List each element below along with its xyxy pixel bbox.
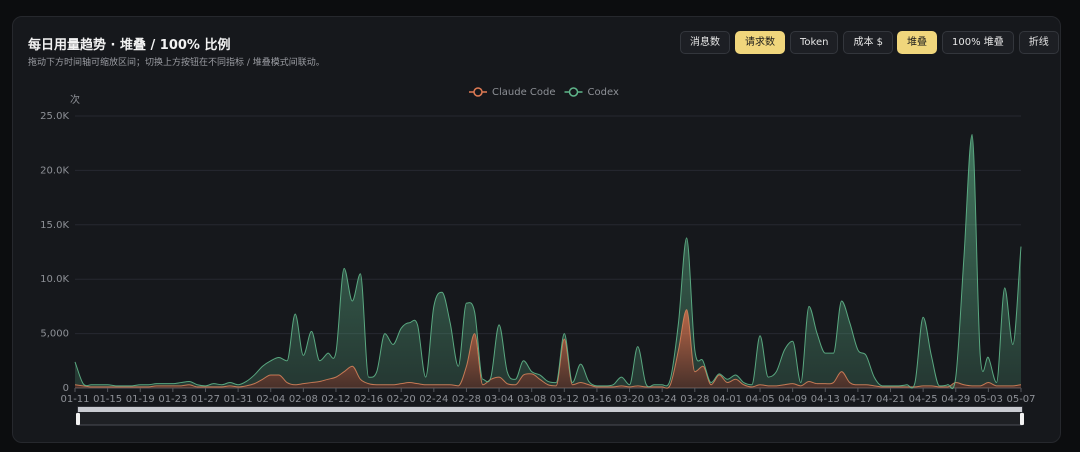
series-line (74, 309, 1022, 389)
x-tick-label: 03-16 (582, 394, 611, 405)
toggle-button[interactable]: 100% 堆叠 (942, 31, 1014, 54)
chart-title: 每日用量趋势 · 堆叠 / 100% 比例 (28, 38, 231, 53)
toggle-button[interactable]: 请求数 (735, 31, 785, 54)
x-tick-label: 03-24 (648, 394, 677, 405)
x-tick-label: 02-08 (289, 394, 318, 405)
x-tick-label: 04-09 (778, 394, 807, 405)
series-area (75, 309, 1021, 389)
series-line (74, 133, 1022, 389)
x-tick-label: 04-05 (746, 394, 775, 405)
toggle-button[interactable]: 折线 (1018, 31, 1059, 54)
metric-buttons: 消息数 请求数 Token 成本 $ (680, 31, 893, 54)
x-tick-label: 01-31 (224, 394, 253, 405)
zoom-handle[interactable] (1020, 413, 1024, 425)
x-tick-label: 01-27 (191, 394, 220, 405)
y-tick-label: 25.0K (40, 111, 69, 122)
y-tick-label: 5,000 (40, 329, 69, 340)
y-tick-label: 20.0K (40, 165, 69, 176)
x-tick-label: 03-04 (485, 394, 514, 405)
mode-buttons: 堆叠 100% 堆叠 折线 (897, 31, 1059, 54)
x-tick-label: 05-07 (1006, 394, 1035, 405)
x-tick-label: 05-03 (974, 394, 1003, 405)
toggle-button[interactable]: 堆叠 (897, 31, 937, 54)
x-tick-label: 02-28 (452, 394, 481, 405)
x-tick-label: 02-16 (354, 394, 383, 405)
toggle-button[interactable]: Token (790, 31, 839, 54)
legend-label: Codex (588, 87, 619, 98)
y-tick-label: 10.0K (40, 274, 69, 285)
x-tick-label: 02-04 (256, 394, 285, 405)
x-tick-label: 04-17 (843, 394, 872, 405)
x-tick-label: 01-19 (126, 394, 155, 405)
x-tick-label: 02-24 (419, 394, 448, 405)
card (12, 16, 1061, 443)
x-tick-label: 01-15 (93, 394, 122, 405)
x-tick-label: 03-28 (680, 394, 709, 405)
zoom-handle[interactable] (76, 413, 80, 425)
y-tick-label: 15.0K (40, 220, 69, 231)
chart-subtitle: 拖动下方时间轴可缩放区间；切换上方按钮在不同指标 / 堆叠模式间联动。 (28, 58, 325, 68)
x-tick-label: 04-21 (876, 394, 905, 405)
x-tick-label: 01-23 (158, 394, 187, 405)
zoom-range[interactable] (78, 407, 1022, 412)
x-tick-label: 01-11 (60, 394, 89, 405)
x-tick-label: 03-08 (517, 394, 546, 405)
x-tick-label: 02-12 (321, 394, 350, 405)
x-tick-label: 03-20 (615, 394, 644, 405)
legend-marker (473, 87, 483, 97)
x-tick-label: 04-29 (941, 394, 970, 405)
toggle-button[interactable]: 消息数 (680, 31, 730, 54)
legend-marker (568, 87, 579, 97)
x-tick-label: 04-25 (909, 394, 938, 405)
y-unit: 次 (70, 93, 80, 106)
y-tick-label: 0 (63, 383, 69, 394)
x-tick-label: 04-01 (713, 394, 742, 405)
x-tick-label: 03-12 (550, 394, 579, 405)
toggle-button[interactable]: 成本 $ (843, 31, 893, 54)
x-tick-label: 04-13 (811, 394, 840, 405)
legend-label: Claude Code (492, 87, 556, 98)
series-area (75, 134, 1021, 389)
x-tick-label: 02-20 (387, 394, 416, 405)
